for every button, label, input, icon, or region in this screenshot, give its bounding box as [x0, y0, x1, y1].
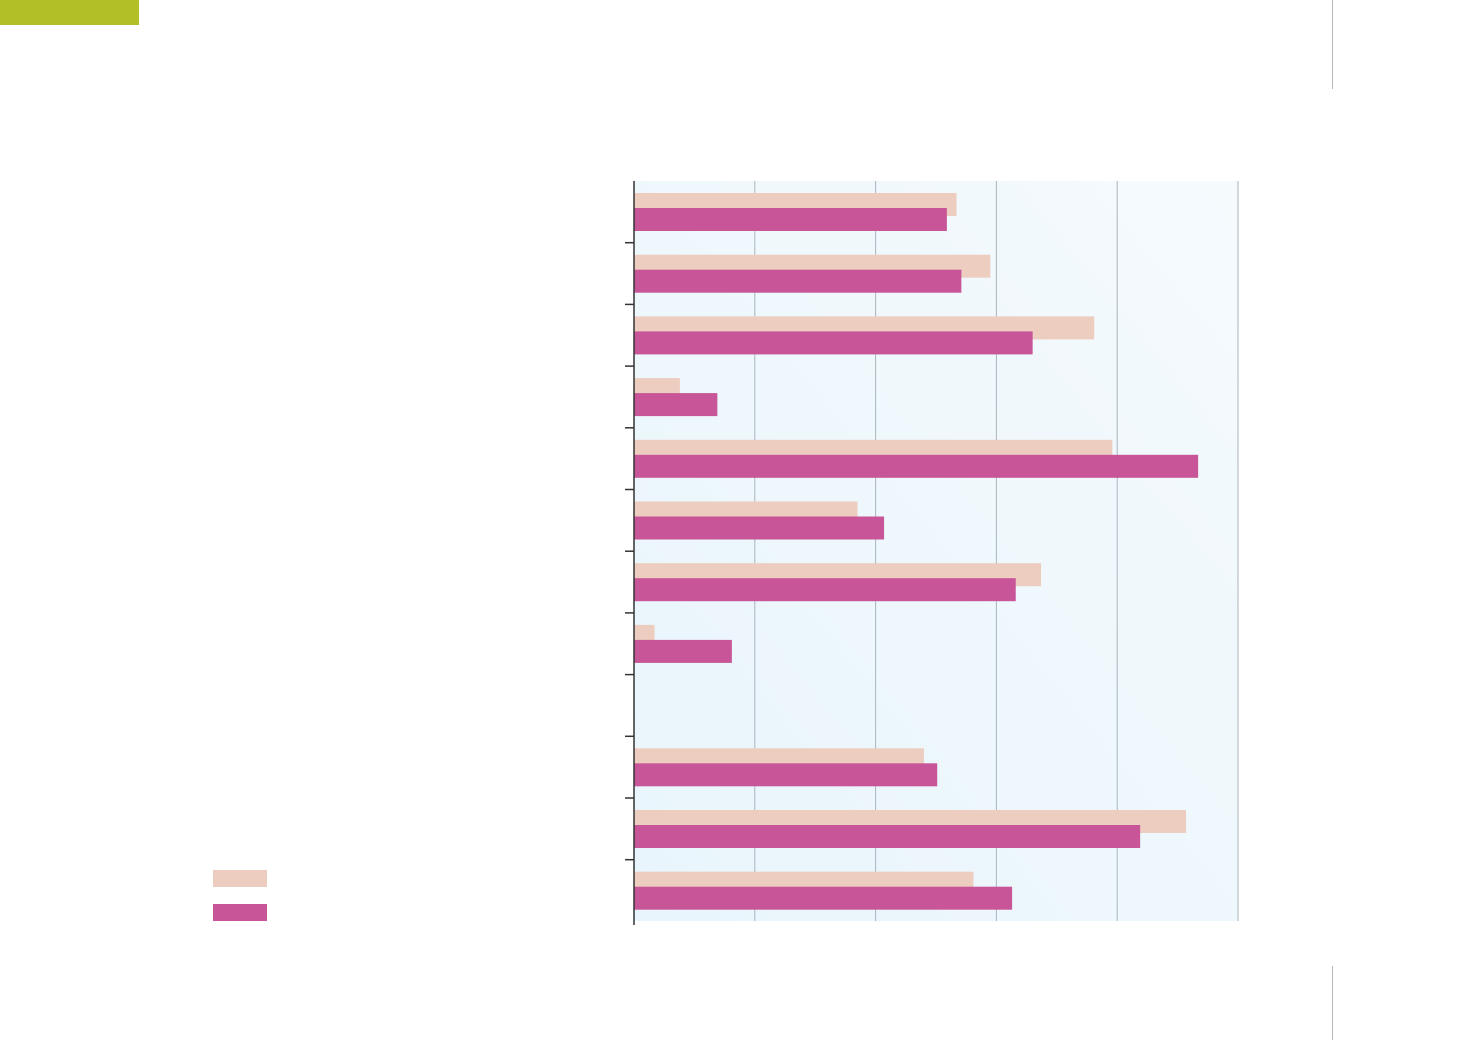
section-tab [0, 0, 139, 25]
bar-series-2 [634, 578, 1016, 602]
bar-series-2 [634, 516, 885, 540]
bar-group [634, 193, 1199, 910]
bar-series-2 [634, 393, 718, 417]
bar-series-2 [634, 208, 947, 231]
bar-series-2 [634, 454, 1199, 478]
bar-series-2 [634, 639, 732, 663]
legend-swatch-series-1 [213, 870, 267, 887]
gridlines [754, 181, 1239, 921]
crop-mark-bottom [1332, 966, 1333, 1040]
bar-series-2 [634, 763, 938, 787]
plot-area [634, 181, 1238, 921]
bar-series-2 [634, 886, 1013, 910]
bar-series-2 [634, 331, 1033, 355]
legend-swatch-series-2 [213, 904, 267, 921]
category-axis [625, 181, 635, 925]
crop-mark-top [1332, 0, 1333, 89]
bar-series-2 [634, 269, 962, 293]
bar-series-2 [634, 825, 1141, 848]
